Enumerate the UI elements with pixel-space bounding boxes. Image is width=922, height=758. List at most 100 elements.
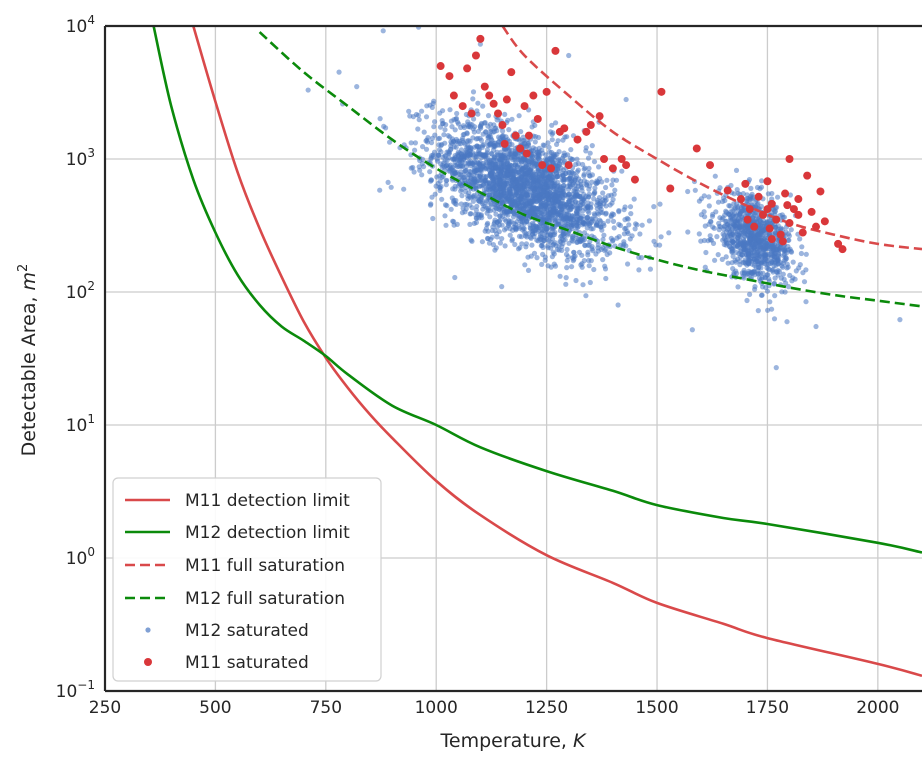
- m12-saturated-point: [752, 286, 758, 292]
- axes: [103, 24, 922, 693]
- m12-saturated-point: [577, 193, 583, 199]
- m12-saturated-point: [483, 173, 490, 180]
- m12-saturated-point: [725, 211, 732, 217]
- m12-saturated-point: [550, 199, 556, 206]
- m12-saturated-point: [481, 120, 488, 126]
- m12-saturated-point: [646, 218, 653, 224]
- m12-saturated-point: [487, 214, 493, 220]
- m12-saturated-point: [493, 186, 499, 193]
- m12-saturated-point: [787, 192, 794, 198]
- m12-saturated-point: [549, 122, 555, 128]
- m12-saturated-point: [440, 174, 446, 180]
- m12-saturated-point: [564, 257, 570, 264]
- m12-saturated-point: [444, 203, 450, 209]
- m12-saturated-point: [443, 182, 449, 188]
- m12-saturated-point: [520, 225, 526, 231]
- m12-saturated-point: [385, 179, 391, 185]
- m12-saturated-point: [453, 144, 459, 150]
- m12-saturated-point: [620, 243, 626, 249]
- m12-saturated-point: [427, 169, 433, 175]
- m12-saturated-point: [499, 236, 505, 242]
- m12-saturated-point: [715, 199, 722, 205]
- m12-saturated-point: [475, 100, 481, 106]
- m12-saturated-point: [377, 187, 383, 193]
- m12-saturated-point: [567, 204, 574, 210]
- m12-saturated-point: [755, 244, 762, 250]
- m11-saturated-point: [834, 239, 843, 248]
- m12-saturated-point: [471, 129, 477, 135]
- m12-saturated-point: [752, 235, 758, 241]
- m12-saturated-point: [429, 194, 435, 200]
- m12-saturated-point: [758, 227, 764, 233]
- m11-saturated-point: [794, 210, 803, 219]
- m12-saturated-point: [564, 246, 570, 253]
- m12-saturated-point: [516, 113, 522, 119]
- m12-saturated-point: [632, 226, 638, 232]
- m12-saturated-point: [437, 178, 443, 184]
- m12-saturated-point: [481, 203, 487, 209]
- m12-saturated-point: [580, 208, 586, 214]
- m12-saturated-point: [596, 201, 602, 207]
- m12-saturated-point: [431, 124, 437, 130]
- m12-saturated-point: [772, 275, 778, 281]
- m12-saturated-point: [769, 306, 775, 312]
- m12-saturated-point: [610, 196, 616, 203]
- m12-saturated-point: [626, 222, 632, 228]
- m12-saturated-point: [785, 284, 792, 290]
- m12-saturated-point: [539, 261, 545, 267]
- m12-saturated-point: [780, 264, 786, 270]
- m12-saturated-point: [534, 255, 540, 261]
- m12-saturated-point: [551, 156, 557, 162]
- m12-saturated-point: [780, 271, 786, 277]
- m12-saturated-point: [504, 164, 510, 170]
- m12-saturated-point: [586, 220, 592, 226]
- m12-saturated-point: [570, 213, 576, 219]
- m11-saturated-point: [445, 72, 454, 81]
- m12-saturated-point: [443, 178, 449, 184]
- m12-saturated-point: [573, 277, 579, 284]
- m12-saturated-point: [523, 170, 529, 176]
- m12-saturated-point: [534, 149, 540, 155]
- m12-saturated-point: [442, 158, 448, 164]
- m12-saturated-point: [485, 135, 491, 141]
- m12-saturated-point: [443, 122, 449, 128]
- m12-saturated-point: [544, 193, 550, 199]
- m12-saturated-point: [773, 262, 779, 268]
- m12-saturated-point: [429, 135, 435, 141]
- m12-saturated-point: [616, 209, 622, 215]
- m12-saturated-point: [595, 248, 602, 254]
- m11-saturated-point: [763, 177, 772, 186]
- m12-saturated-point: [707, 233, 713, 239]
- m11-saturated-point: [463, 64, 472, 73]
- m12-saturated-point: [749, 252, 755, 259]
- m12-saturated-point: [788, 249, 795, 255]
- m12-saturated-point: [458, 182, 464, 188]
- y-tick-label: 10−1: [56, 678, 95, 702]
- m12-saturated-point: [755, 200, 761, 207]
- m11-saturated-point: [564, 161, 573, 170]
- m12-saturated-point: [651, 238, 657, 244]
- m12-saturated-point: [666, 230, 672, 236]
- m12-saturated-point: [506, 148, 512, 154]
- m11-saturated-point: [600, 155, 609, 163]
- m12-saturated-point: [787, 272, 793, 278]
- m12-saturated-point: [611, 225, 617, 231]
- m12-saturated-point: [532, 139, 538, 145]
- m12-saturated-point: [581, 171, 587, 177]
- m12-saturated-point: [530, 225, 536, 231]
- m11-saturated-point: [781, 189, 790, 198]
- m12-saturated-point: [772, 293, 778, 299]
- m12-saturated-point: [570, 216, 576, 223]
- m12-saturated-point: [552, 231, 558, 238]
- m12-saturated-point: [727, 243, 733, 249]
- m12-saturated-point: [564, 134, 570, 140]
- legend-label: M11 full saturation: [185, 556, 345, 576]
- m12-saturated-point: [552, 192, 558, 198]
- m11-saturated-point: [516, 144, 525, 153]
- m12-saturated-point: [460, 153, 466, 159]
- m12-saturated-point: [714, 234, 720, 240]
- m12-saturated-point: [467, 168, 473, 174]
- m12-saturated-point: [773, 258, 779, 264]
- m12-saturated-point: [492, 182, 499, 188]
- m12-saturated-point: [523, 216, 529, 222]
